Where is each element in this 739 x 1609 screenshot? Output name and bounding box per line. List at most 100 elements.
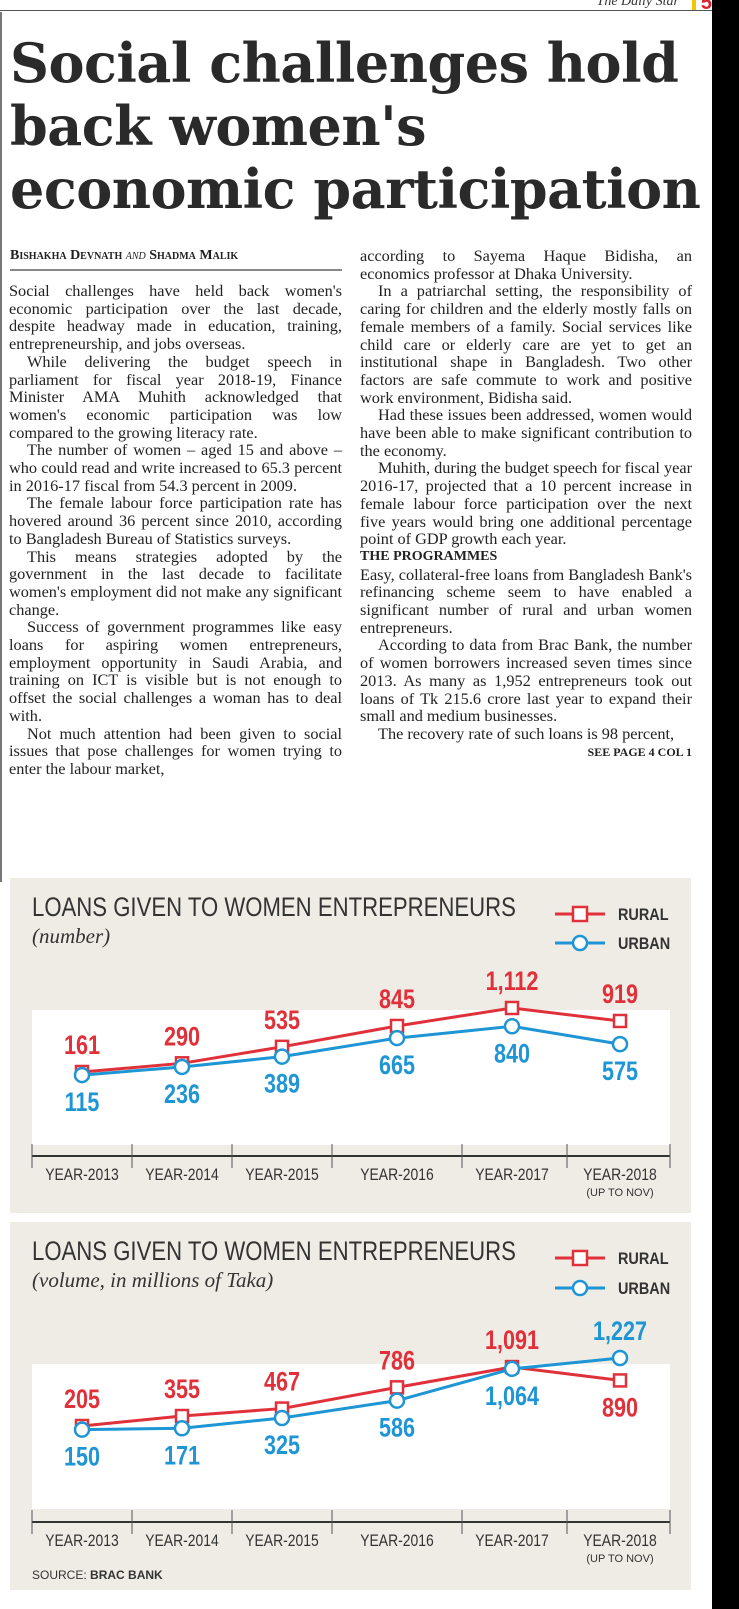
- urban-point: [503, 1360, 521, 1378]
- chart-loans-number: YEAR-2013 YEAR-2014 YEAR-2015 YEAR-2016 YEAR…: [10, 878, 691, 1213]
- legend-square-marker-icon: [571, 905, 589, 923]
- urban-point: [73, 1421, 91, 1438]
- plot-area: [32, 1010, 670, 1145]
- paragraph: In a patriarchal setting, the responsibi…: [360, 281, 692, 407]
- byline: Bishakha Devnath and Shadma Malik: [10, 248, 342, 271]
- data-label: 205: [64, 1385, 100, 1415]
- urban-point: [73, 1066, 91, 1084]
- urban-point: [611, 1349, 629, 1367]
- data-label: 290: [164, 1022, 200, 1052]
- data-label: 1,227: [593, 1317, 647, 1347]
- data-label: 840: [494, 1039, 530, 1069]
- series-line-urban: [81, 1356, 621, 1432]
- paragraph: This means strategies adopted by the gov…: [9, 546, 342, 619]
- paragraph: The female labour force participation ra…: [9, 493, 342, 548]
- urban-point: [173, 1058, 191, 1076]
- x-tick-label: YEAR-2018: [583, 1166, 657, 1185]
- data-label: 325: [264, 1431, 300, 1461]
- data-label: 786: [379, 1346, 415, 1376]
- paragraph: Muhith, during the budget speech for fis…: [360, 458, 692, 549]
- x-tick-note: (UP TO NOV): [586, 1553, 653, 1565]
- rural-point: [612, 1373, 628, 1388]
- chart-source: SOURCE: BRAC BANK: [32, 1568, 163, 1582]
- data-label: 1,091: [485, 1326, 539, 1356]
- paragraph: The recovery rate of such loans is 98 pe…: [378, 723, 675, 743]
- article-column-2: according to Sayema Haque Bidisha, an ec…: [360, 247, 692, 761]
- series-line-urban: [81, 1024, 621, 1077]
- data-label: 1,064: [485, 1382, 539, 1412]
- series-line-rural: [81, 1006, 621, 1074]
- scan-edge: [712, 0, 739, 1609]
- headline: Social challenges hold back women's econ…: [10, 31, 701, 221]
- data-label: 171: [164, 1441, 200, 1471]
- page-number: 5: [700, 0, 712, 14]
- paragraph: Social challenges have held back women's…: [9, 281, 342, 354]
- x-tick-label: YEAR-2016: [360, 1166, 434, 1185]
- urban-point: [611, 1035, 629, 1053]
- page-accent-bar: [692, 0, 696, 10]
- x-tick-label: YEAR-2013: [45, 1532, 119, 1551]
- x-tick-note: (UP TO NOV): [586, 1187, 653, 1199]
- byline-conj: and: [125, 248, 146, 263]
- urban-point: [388, 1392, 406, 1409]
- source-value: BRAC BANK: [90, 1568, 163, 1582]
- author: Shadma Malik: [149, 248, 239, 263]
- data-label: 919: [602, 980, 638, 1010]
- paragraph: according to Sayema Haque Bidisha, an ec…: [360, 246, 692, 283]
- urban-point: [388, 1029, 406, 1047]
- rural-point: [612, 1013, 628, 1029]
- chart-title: LOANS GIVEN TO WOMEN ENTREPRENEURS: [32, 1236, 516, 1266]
- source-label: SOURCE:: [32, 1568, 87, 1582]
- data-label: 115: [65, 1088, 100, 1118]
- data-label: 535: [264, 1006, 300, 1036]
- series-line-rural: [81, 1365, 621, 1428]
- data-label: 161: [64, 1031, 100, 1061]
- x-tick-label: YEAR-2014: [145, 1166, 219, 1185]
- data-label: 389: [264, 1069, 300, 1099]
- chart-subtitle: (volume, in millions of Taka): [32, 1268, 274, 1292]
- urban-point: [273, 1409, 291, 1427]
- data-label: 665: [379, 1051, 415, 1081]
- urban-point: [173, 1420, 191, 1437]
- x-tick-label: YEAR-2018: [583, 1532, 657, 1551]
- line-chart: YEAR-2013 YEAR-2014 YEAR-2015 YEAR-2016 YEAR…: [31, 1249, 671, 1565]
- paragraph: According to data from Brac Bank, the nu…: [360, 635, 692, 726]
- x-tick-label: YEAR-2015: [245, 1166, 319, 1185]
- x-tick-label: YEAR-2016: [360, 1532, 434, 1551]
- x-tick-label: YEAR-2017: [475, 1166, 549, 1185]
- legend-label: RURAL: [618, 1250, 669, 1268]
- x-tick-label: YEAR-2015: [245, 1532, 319, 1551]
- chart-title: LOANS GIVEN TO WOMEN ENTREPRENEURS: [32, 892, 516, 922]
- author: Bishakha Devnath: [10, 248, 123, 263]
- paragraph: Not much attention had been given to soc…: [9, 723, 342, 778]
- article-column-1: Social challenges have held back women's…: [9, 282, 342, 778]
- paragraph: The number of women – aged 15 and above …: [9, 440, 342, 495]
- legend-circle-marker-icon: [571, 1279, 589, 1297]
- masthead: The Daily Star: [596, 0, 679, 9]
- page-header-rule: [0, 0, 712, 11]
- x-tick-label: YEAR-2017: [475, 1532, 549, 1551]
- data-label: 575: [602, 1057, 638, 1087]
- urban-point: [503, 1018, 521, 1035]
- legend-label: URBAN: [618, 1280, 670, 1298]
- paragraph: THE PROGRAMMES: [360, 548, 498, 564]
- continued-link[interactable]: SEE PAGE 4 COL 1: [587, 744, 692, 759]
- column-rule: [0, 12, 2, 882]
- legend-label: RURAL: [618, 906, 669, 924]
- data-label: 586: [379, 1413, 415, 1443]
- line-chart: YEAR-2013 YEAR-2014 YEAR-2015 YEAR-2016 YEAR…: [31, 905, 671, 1199]
- plot-area: [32, 1364, 670, 1509]
- chart-loans-volume: YEAR-2013 YEAR-2014 YEAR-2015 YEAR-2016 YEAR…: [10, 1222, 691, 1590]
- paragraph: Success of government programmes like ea…: [9, 617, 342, 725]
- rural-point: [504, 1000, 520, 1016]
- data-label: 845: [379, 985, 415, 1015]
- chart-subtitle: (number): [32, 924, 111, 948]
- paragraph: While delivering the budget speech in pa…: [9, 351, 342, 442]
- data-label: 355: [164, 1375, 200, 1405]
- data-label: 1,112: [486, 967, 539, 997]
- data-label: 150: [64, 1442, 100, 1472]
- rural-point: [389, 1380, 405, 1395]
- legend-circle-marker-icon: [571, 934, 589, 952]
- paragraph: Had these issues been addressed, women w…: [360, 405, 692, 460]
- x-tick-label: YEAR-2013: [45, 1166, 119, 1185]
